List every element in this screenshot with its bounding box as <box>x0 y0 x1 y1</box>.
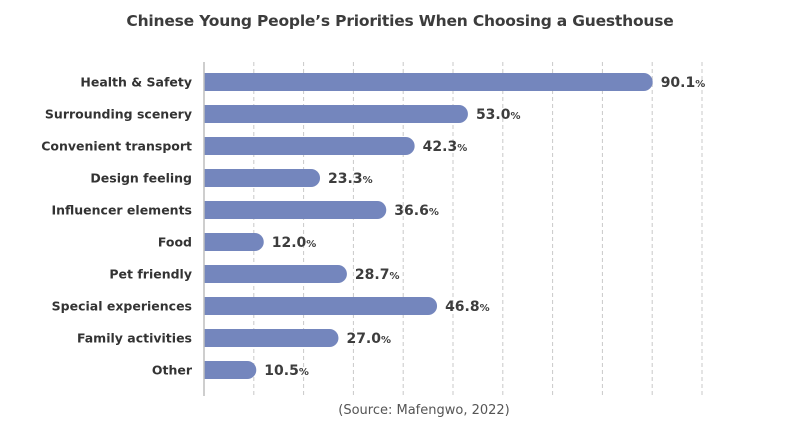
category-labels: Health & Safety Surrounding scenery Conven… <box>41 75 193 378</box>
source-note: (Source: Mafengwo, 2022) <box>338 403 510 418</box>
category-label: Family activities <box>77 331 192 346</box>
bar <box>204 329 339 347</box>
category-label: Other <box>152 363 193 378</box>
value-label: 27.0% <box>346 331 391 347</box>
value-label: 90.1% <box>661 75 706 91</box>
bar <box>204 265 347 283</box>
bar <box>204 233 264 251</box>
value-label: 12.0% <box>272 235 317 251</box>
bars <box>204 73 653 379</box>
category-label: Convenient transport <box>41 139 192 154</box>
bar <box>204 169 321 187</box>
bar <box>204 73 653 91</box>
category-label: Pet friendly <box>109 267 192 282</box>
category-label: Design feeling <box>90 171 192 186</box>
bar <box>204 201 387 219</box>
chart-title: Chinese Young People’s Priorities When C… <box>126 12 674 30</box>
value-label: 42.3% <box>423 139 468 155</box>
bar <box>204 361 257 379</box>
value-label: 23.3% <box>328 171 373 187</box>
category-label: Surrounding scenery <box>45 107 192 122</box>
value-label: 10.5% <box>264 363 309 379</box>
category-label: Food <box>158 235 192 250</box>
value-labels: 90.1% 53.0% 42.3% 23.3% 36.6% 12.0% 28.7% 46.8%… <box>264 75 705 379</box>
bar <box>204 105 468 123</box>
category-label: Special experiences <box>52 299 192 314</box>
bar <box>204 297 438 315</box>
category-label: Influencer elements <box>51 203 192 218</box>
value-label: 36.6% <box>394 203 439 219</box>
value-label: 28.7% <box>355 267 400 283</box>
category-label: Health & Safety <box>80 75 192 90</box>
bar <box>204 137 415 155</box>
value-label: 46.8% <box>445 299 490 315</box>
value-label: 53.0% <box>476 107 521 123</box>
